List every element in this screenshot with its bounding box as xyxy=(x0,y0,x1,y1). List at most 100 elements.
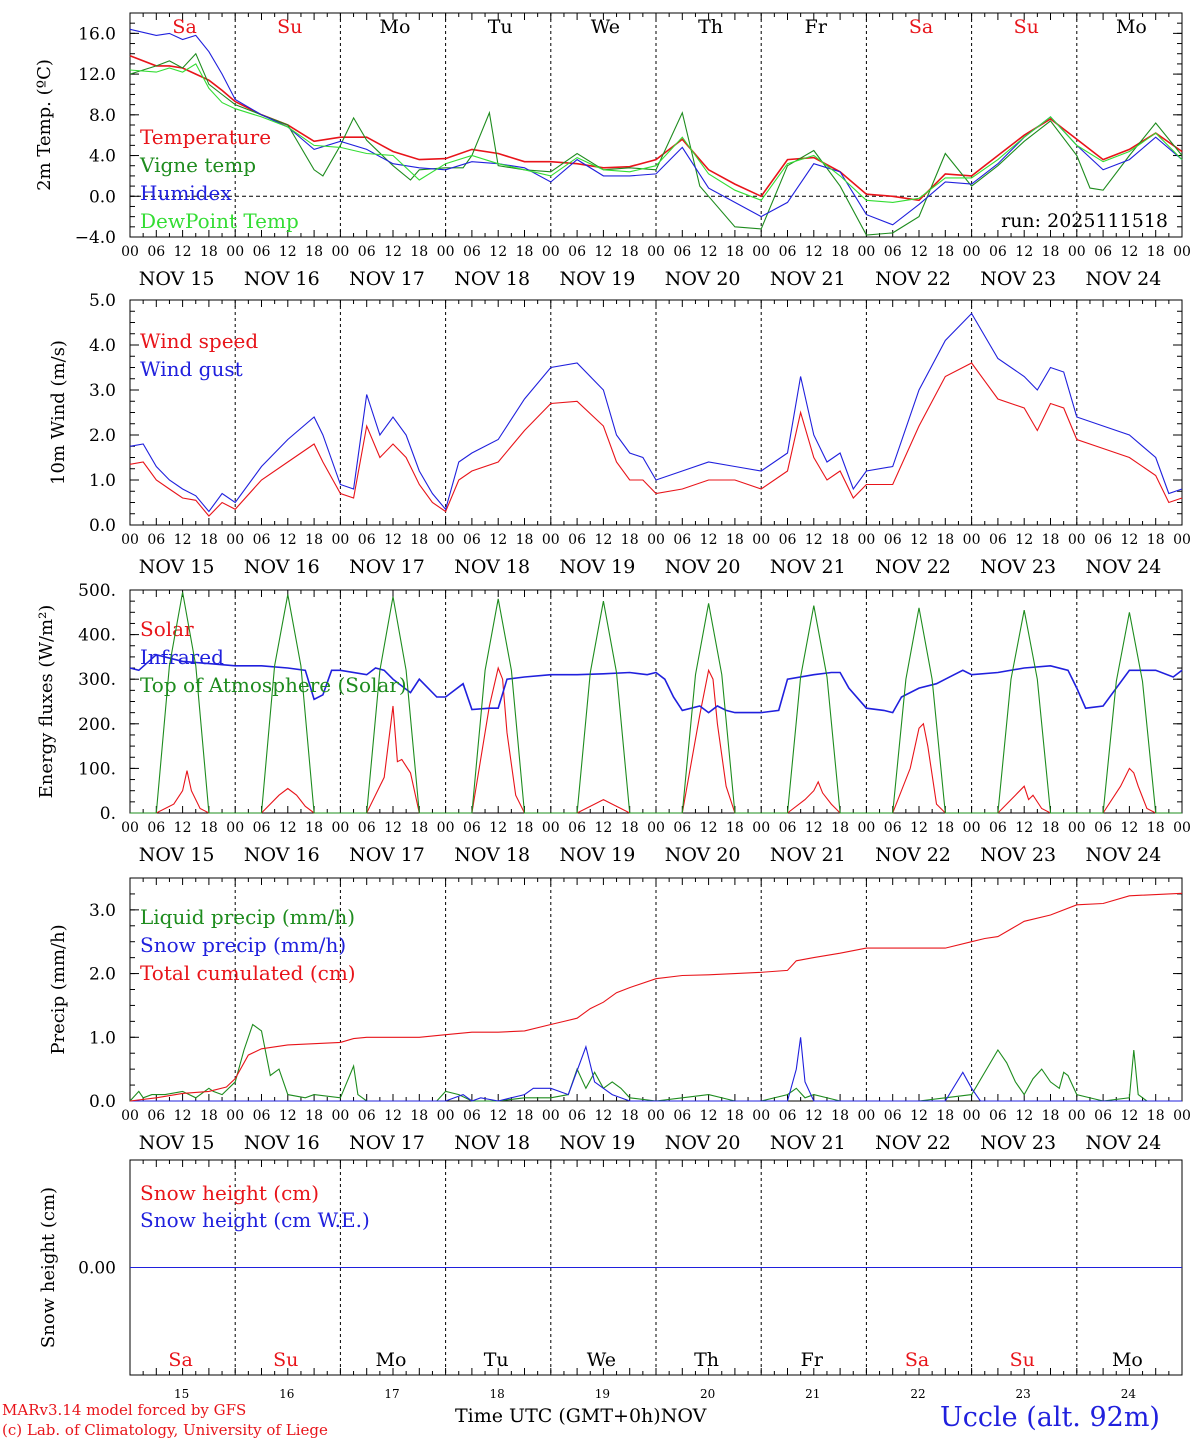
date-label: NOV 16 xyxy=(244,556,320,578)
hour-label: 06 xyxy=(463,532,481,548)
y-tick-label: 2.0 xyxy=(89,426,116,446)
hour-label: 18 xyxy=(200,820,218,836)
station-name: Uccle (alt. 92m) xyxy=(940,1402,1160,1433)
legend-solar: Solar xyxy=(140,617,194,641)
hour-label: 00 xyxy=(1068,532,1086,548)
hour-label: 12 xyxy=(805,820,823,836)
hour-label: 00 xyxy=(752,244,770,260)
day-number: 16 xyxy=(279,1387,294,1401)
hour-label: 18 xyxy=(305,820,323,836)
date-label: NOV 24 xyxy=(1085,556,1161,578)
day-number: 20 xyxy=(700,1387,715,1401)
date-label: NOV 21 xyxy=(770,268,846,290)
hour-label: 06 xyxy=(463,244,481,260)
hour-label: 06 xyxy=(568,244,586,260)
date-label: NOV 24 xyxy=(1085,268,1161,290)
hour-label: 12 xyxy=(1015,532,1033,548)
hour-label: 18 xyxy=(621,244,639,260)
hour-label: 00 xyxy=(331,244,349,260)
y-tick-label: 0.0 xyxy=(89,1092,116,1112)
y-axis-title: 2m Temp. (ºC) xyxy=(34,59,55,191)
hour-label: 06 xyxy=(1094,244,1112,260)
hour-label: 00 xyxy=(752,1108,770,1124)
day-number: 22 xyxy=(910,1387,925,1401)
hour-label: 00 xyxy=(857,532,875,548)
hour-label: 06 xyxy=(147,1108,165,1124)
y-tick-label: 12.0 xyxy=(78,65,116,85)
hour-label: 12 xyxy=(1015,1108,1033,1124)
series-line-top-of-atmosphere-solar- xyxy=(130,592,1182,814)
y-tick-label: 1.0 xyxy=(89,471,116,491)
date-label: NOV 23 xyxy=(980,268,1056,290)
date-label: NOV 21 xyxy=(770,556,846,578)
hour-label: 06 xyxy=(253,244,271,260)
hour-label: 06 xyxy=(989,244,1007,260)
hour-label: 12 xyxy=(384,532,402,548)
hour-label: 00 xyxy=(226,1108,244,1124)
hour-label: 06 xyxy=(253,532,271,548)
hour-label: 12 xyxy=(700,820,718,836)
y-axis-title: Precip (mm/h) xyxy=(48,924,69,1054)
hour-label: 06 xyxy=(463,1108,481,1124)
hour-label: 18 xyxy=(410,820,428,836)
day-abbr: Th xyxy=(698,16,723,38)
y-tick-label: 4.0 xyxy=(89,336,116,356)
hour-label: 06 xyxy=(463,820,481,836)
date-label: NOV 22 xyxy=(875,844,951,866)
hour-label: 12 xyxy=(1120,1108,1138,1124)
y-tick-label: 300. xyxy=(78,670,116,690)
hour-label: 12 xyxy=(594,532,612,548)
hour-label: 00 xyxy=(542,1108,560,1124)
hour-label: 00 xyxy=(647,1108,665,1124)
x-axis-title: Time UTC (GMT+0h)NOV xyxy=(455,1405,706,1427)
hour-label: 12 xyxy=(489,820,507,836)
hour-label: 06 xyxy=(989,532,1007,548)
date-label: NOV 17 xyxy=(349,268,425,290)
date-label: NOV 17 xyxy=(349,556,425,578)
hour-label: 12 xyxy=(279,244,297,260)
hour-label: 06 xyxy=(568,1108,586,1124)
hour-label: 18 xyxy=(305,1108,323,1124)
hour-label: 18 xyxy=(410,244,428,260)
hour-label: 00 xyxy=(647,244,665,260)
hour-label: 12 xyxy=(1120,244,1138,260)
hour-label: 00 xyxy=(331,532,349,548)
hour-label: 00 xyxy=(226,244,244,260)
hour-label: 12 xyxy=(174,1108,192,1124)
date-label: NOV 15 xyxy=(139,844,215,866)
date-label: NOV 18 xyxy=(454,844,530,866)
day-abbr: Su xyxy=(1014,16,1039,38)
hour-label: 18 xyxy=(936,1108,954,1124)
day-abbr: Mo xyxy=(380,16,411,38)
legend-infrared: Infrared xyxy=(140,645,224,669)
model-label: MARv3.14 model forced by GFS xyxy=(2,1401,247,1419)
series-line-humidex xyxy=(129,28,1183,226)
date-label: NOV 15 xyxy=(139,1132,215,1154)
date-label: NOV 19 xyxy=(559,1132,635,1154)
hour-label: 06 xyxy=(779,244,797,260)
day-number: 19 xyxy=(595,1387,610,1401)
x-axis-label: Time UTC (GMT+0h) xyxy=(455,1405,661,1427)
hour-label: 06 xyxy=(673,1108,691,1124)
hour-label: 12 xyxy=(489,244,507,260)
series-line-vigne-temp xyxy=(129,52,1183,236)
series-line-total-cumulated-cm- xyxy=(129,892,1183,1102)
model-credit: MARv3.14 model forced by GFS (c) Lab. of… xyxy=(2,1400,328,1440)
date-label: NOV 20 xyxy=(665,268,741,290)
hour-label: 12 xyxy=(910,244,928,260)
day-abbr: Su xyxy=(273,1349,298,1371)
hour-label: 00 xyxy=(331,820,349,836)
y-axis-title: Snow height (cm) xyxy=(38,1187,59,1348)
hour-label: 00 xyxy=(226,532,244,548)
hour-label: 06 xyxy=(779,532,797,548)
hour-label: 12 xyxy=(805,532,823,548)
date-label: NOV 22 xyxy=(875,556,951,578)
hour-label: 00 xyxy=(542,820,560,836)
hour-label: 12 xyxy=(384,820,402,836)
hour-label: 00 xyxy=(121,1108,139,1124)
y-tick-label: 0.0 xyxy=(89,516,116,536)
hour-label: 00 xyxy=(857,1108,875,1124)
date-label: NOV 18 xyxy=(454,1132,530,1154)
y-tick-label: 0.0 xyxy=(89,187,116,207)
legend-snow-precip-mm-h-: Snow precip (mm/h) xyxy=(140,933,346,957)
